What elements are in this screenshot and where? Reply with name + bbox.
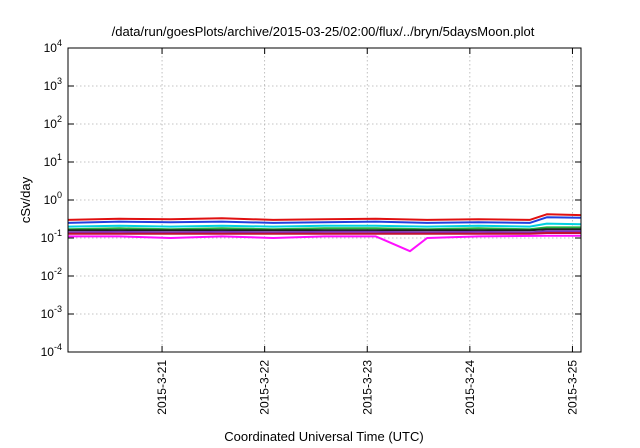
y-tick-label: 10-4 <box>41 342 62 359</box>
x-tick-label: 2015-3-21 <box>155 360 169 415</box>
y-tick-label: 101 <box>44 152 62 169</box>
series-line-4 <box>67 226 581 231</box>
series-line-3 <box>67 222 582 228</box>
x-tick-labels: 2015-3-21 2015-3-22 2015-3-23 2015-3-24 2015… <box>155 360 579 415</box>
series-line-8 <box>68 234 581 253</box>
x-axis-label: Coordinated Universal Time (UTC) <box>224 429 423 444</box>
x-tick-label: 2015-3-22 <box>258 360 272 415</box>
y-tick-labels: 10-4 10-3 10-2 10-1 100 101 102 103 104 <box>41 38 62 359</box>
series-line-7 <box>68 232 581 235</box>
x-tick-label: 2015-3-24 <box>463 360 477 415</box>
series-line-6 <box>67 230 581 234</box>
grid <box>68 48 581 352</box>
x-tick-label: 2015-3-23 <box>360 360 374 415</box>
axis-ticks <box>68 47 581 353</box>
chart-title: /data/run/goesPlots/archive/2015-03-25/0… <box>112 24 535 39</box>
y-axis-label: cSv/day <box>18 176 33 223</box>
y-tick-label: 102 <box>44 114 62 131</box>
y-tick-label: 100 <box>44 190 62 207</box>
x-tick-label: 2015-3-25 <box>565 360 579 415</box>
y-tick-label: 10-2 <box>41 266 62 283</box>
y-tick-label: 10-1 <box>41 228 62 245</box>
y-tick-label: 103 <box>44 76 62 93</box>
y-tick-label: 104 <box>44 38 62 55</box>
series-line-2 <box>67 216 582 224</box>
series-line-1 <box>67 213 582 221</box>
series-line-5 <box>68 228 581 232</box>
series-lines <box>67 213 582 253</box>
y-tick-label: 10-3 <box>41 304 62 321</box>
